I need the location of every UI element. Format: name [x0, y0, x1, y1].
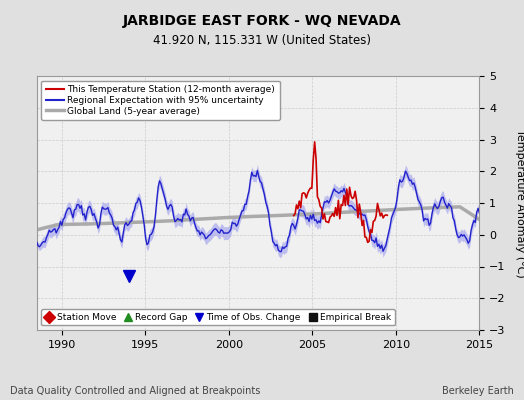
Text: Data Quality Controlled and Aligned at Breakpoints: Data Quality Controlled and Aligned at B… — [10, 386, 261, 396]
Text: 41.920 N, 115.331 W (United States): 41.920 N, 115.331 W (United States) — [153, 34, 371, 47]
Legend: Station Move, Record Gap, Time of Obs. Change, Empirical Break: Station Move, Record Gap, Time of Obs. C… — [41, 309, 395, 326]
Text: Berkeley Earth: Berkeley Earth — [442, 386, 514, 396]
Text: JARBIDGE EAST FORK - WQ NEVADA: JARBIDGE EAST FORK - WQ NEVADA — [123, 14, 401, 28]
Y-axis label: Temperature Anomaly (°C): Temperature Anomaly (°C) — [515, 129, 524, 277]
